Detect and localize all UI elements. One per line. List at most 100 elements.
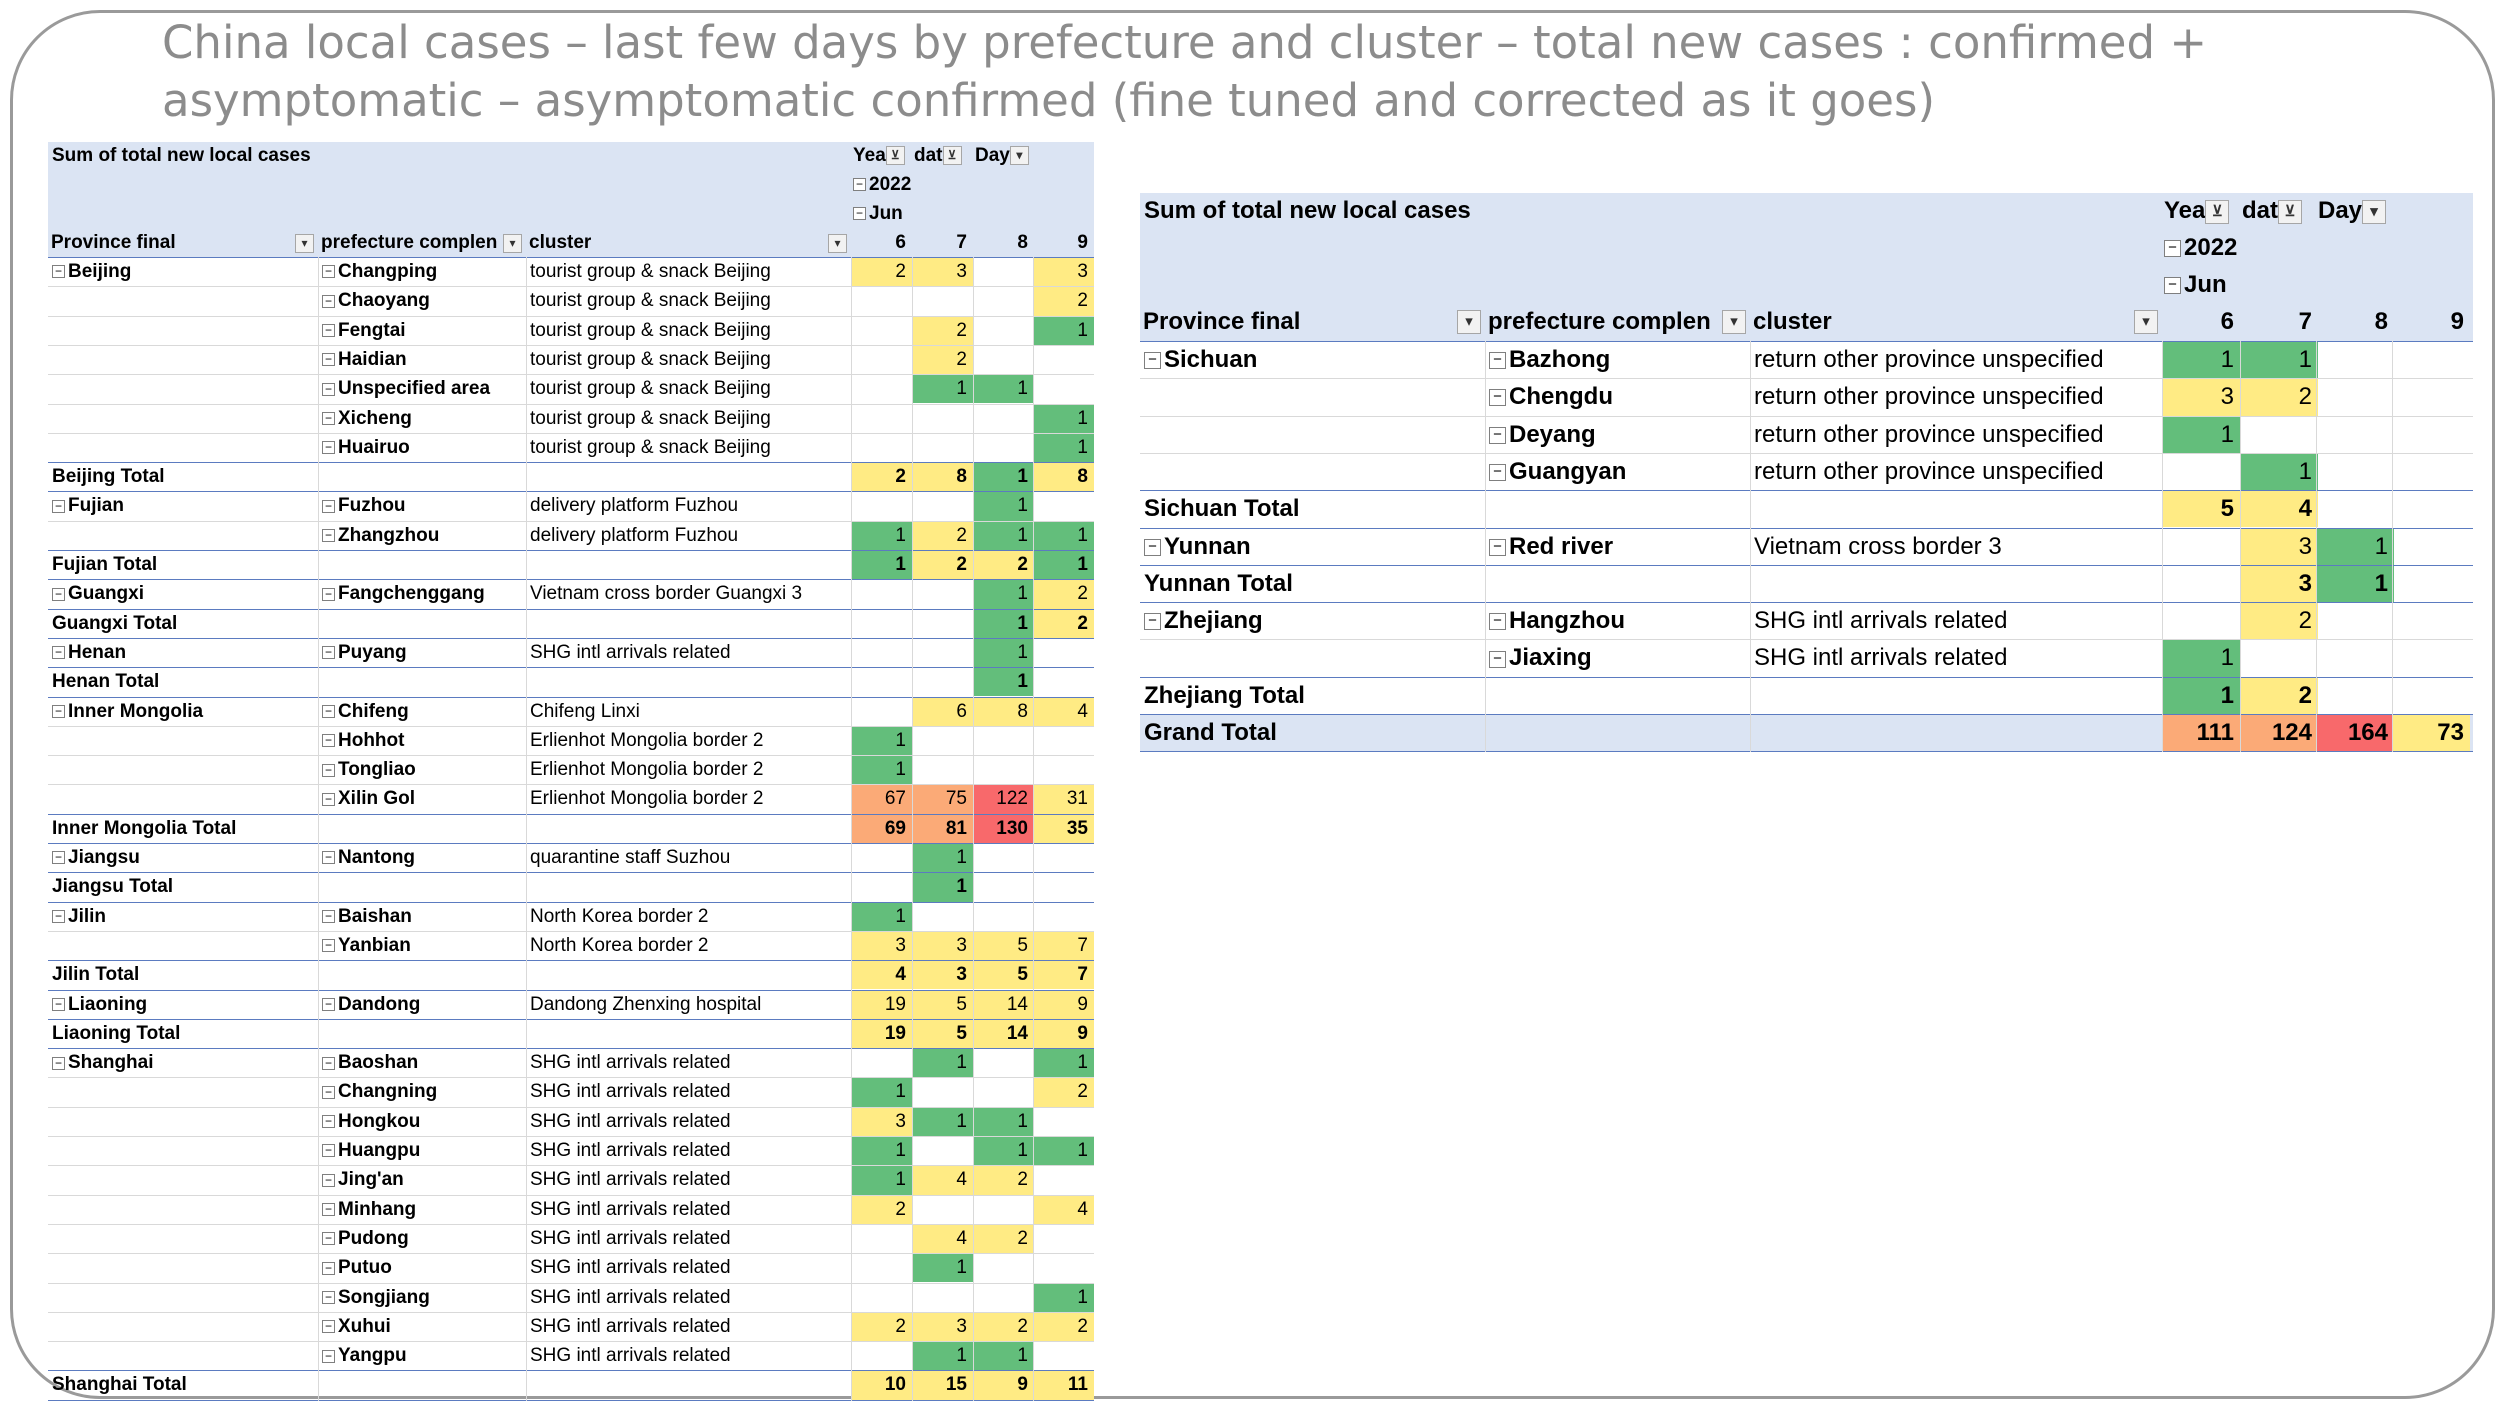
prefecture-cell[interactable]: − Baoshan [322, 1049, 524, 1077]
prefecture-cell[interactable]: − Guangyan [1489, 454, 1748, 490]
province-cell[interactable]: − Inner Mongolia [52, 698, 316, 726]
year-filter-field[interactable]: Yea ⊻ [853, 142, 914, 170]
prefecture-collapse-icon[interactable]: − [1489, 389, 1506, 407]
prefecture-cell[interactable]: − Huairuo [322, 434, 524, 462]
cluster-column-header[interactable]: cluster [529, 229, 848, 257]
cluster-column-header-filter-icon[interactable]: ▾ [828, 233, 847, 253]
prefecture-cell[interactable]: − Puyang [322, 639, 524, 667]
prefecture-cell[interactable]: − Chaoyang [322, 287, 524, 315]
province-column-header[interactable]: Province final [1143, 304, 1482, 340]
prefecture-cell[interactable]: − Hohhot [322, 727, 524, 755]
prefecture-cell[interactable]: − Jing'an [322, 1166, 524, 1194]
province-collapse-icon[interactable]: − [1144, 613, 1161, 631]
prefecture-collapse-icon[interactable]: − [322, 441, 335, 455]
prefecture-collapse-icon[interactable]: − [322, 734, 335, 748]
day-filter-dropdown-icon[interactable]: ▾ [2362, 199, 2387, 224]
prefecture-cell[interactable]: − Yangpu [322, 1342, 524, 1370]
date-filter-field[interactable]: dat ⊻ [914, 142, 975, 170]
prefecture-cell[interactable]: − Yanbian [322, 932, 524, 960]
prefecture-cell[interactable]: − Fengtai [322, 317, 524, 345]
prefecture-column-header-filter-icon[interactable]: ▾ [1722, 310, 1746, 335]
province-collapse-icon[interactable]: − [52, 499, 65, 513]
prefecture-cell[interactable]: − Red river [1489, 529, 1748, 565]
prefecture-collapse-icon[interactable]: − [1489, 426, 1506, 444]
year-filter-dropdown-icon[interactable]: ⊻ [2205, 199, 2230, 224]
prefecture-cell[interactable]: − Huangpu [322, 1137, 524, 1165]
day-filter-dropdown-icon[interactable]: ▾ [1009, 146, 1029, 166]
prefecture-cell[interactable]: − Unspecified area [322, 375, 524, 403]
prefecture-cell[interactable]: − Minhang [322, 1196, 524, 1224]
prefecture-collapse-icon[interactable]: − [322, 1261, 335, 1275]
prefecture-collapse-icon[interactable]: − [322, 1290, 335, 1304]
prefecture-collapse-icon[interactable]: − [322, 1144, 335, 1158]
prefecture-column-header-filter-icon[interactable]: ▾ [503, 233, 522, 253]
province-cell[interactable]: − Fujian [52, 492, 316, 520]
province-collapse-icon[interactable]: − [1144, 538, 1161, 556]
prefecture-cell[interactable]: − Changning [322, 1078, 524, 1106]
prefecture-collapse-icon[interactable]: − [322, 792, 335, 806]
prefecture-collapse-icon[interactable]: − [322, 1232, 335, 1246]
day-filter-field[interactable]: Day ▾ [2318, 193, 2396, 229]
province-collapse-icon[interactable]: − [52, 910, 65, 924]
prefecture-cell[interactable]: − Hangzhou [1489, 603, 1748, 639]
prefecture-column-header[interactable]: prefecture complen [1488, 304, 1747, 340]
province-column-header-filter-icon[interactable]: ▾ [1457, 310, 1481, 335]
prefecture-collapse-icon[interactable]: − [322, 1173, 335, 1187]
prefecture-cell[interactable]: − Dandong [322, 991, 524, 1019]
prefecture-collapse-icon[interactable]: − [322, 1056, 335, 1070]
prefecture-collapse-icon[interactable]: − [322, 529, 335, 543]
prefecture-cell[interactable]: − Fuzhou [322, 492, 524, 520]
province-collapse-icon[interactable]: − [52, 997, 65, 1011]
prefecture-cell[interactable]: − Chifeng [322, 698, 524, 726]
month-group-label-collapse-icon[interactable]: − [853, 207, 866, 221]
prefecture-collapse-icon[interactable]: − [322, 587, 335, 601]
prefecture-collapse-icon[interactable]: − [322, 910, 335, 924]
province-cell[interactable]: − Sichuan [1144, 342, 1483, 378]
province-cell[interactable]: − Guangxi [52, 580, 316, 608]
prefecture-cell[interactable]: − Xicheng [322, 405, 524, 433]
date-filter-dropdown-icon[interactable]: ⊻ [942, 146, 962, 166]
prefecture-collapse-icon[interactable]: − [1489, 538, 1506, 556]
province-column-header-filter-icon[interactable]: ▾ [295, 233, 314, 253]
province-cell[interactable]: − Yunnan [1144, 529, 1483, 565]
prefecture-collapse-icon[interactable]: − [322, 939, 335, 953]
prefecture-cell[interactable]: − Xilin Gol [322, 785, 524, 813]
year-group-label-collapse-icon[interactable]: − [2164, 240, 2181, 258]
province-cell[interactable]: − Liaoning [52, 991, 316, 1019]
province-cell[interactable]: − Beijing [52, 258, 316, 286]
prefecture-collapse-icon[interactable]: − [322, 382, 335, 396]
province-collapse-icon[interactable]: − [1144, 352, 1161, 370]
prefecture-collapse-icon[interactable]: − [322, 1115, 335, 1129]
prefecture-collapse-icon[interactable]: − [322, 763, 335, 777]
province-collapse-icon[interactable]: − [52, 851, 65, 865]
prefecture-collapse-icon[interactable]: − [1489, 352, 1506, 370]
prefecture-cell[interactable]: − Deyang [1489, 417, 1748, 453]
prefecture-collapse-icon[interactable]: − [322, 646, 335, 660]
province-collapse-icon[interactable]: − [52, 587, 65, 601]
prefecture-collapse-icon[interactable]: − [322, 411, 335, 425]
prefecture-collapse-icon[interactable]: − [322, 265, 335, 279]
prefecture-cell[interactable]: − Baishan [322, 903, 524, 931]
day-filter-field[interactable]: Day ▾ [975, 142, 1036, 170]
prefecture-cell[interactable]: − Pudong [322, 1225, 524, 1253]
province-cell[interactable]: − Jilin [52, 903, 316, 931]
prefecture-cell[interactable]: − Chengdu [1489, 379, 1748, 415]
year-group-label-collapse-icon[interactable]: − [853, 178, 866, 192]
cluster-column-header[interactable]: cluster [1753, 304, 2159, 340]
province-cell[interactable]: − Zhejiang [1144, 603, 1483, 639]
prefecture-cell[interactable]: − Xuhui [322, 1313, 524, 1341]
province-collapse-icon[interactable]: − [52, 1056, 65, 1070]
province-column-header[interactable]: Province final [51, 229, 315, 257]
date-filter-field[interactable]: dat ⊻ [2242, 193, 2320, 229]
prefecture-cell[interactable]: − Putuo [322, 1254, 524, 1282]
prefecture-cell[interactable]: − Hongkou [322, 1108, 524, 1136]
cluster-column-header-filter-icon[interactable]: ▾ [2134, 310, 2158, 335]
prefecture-collapse-icon[interactable]: − [1489, 613, 1506, 631]
prefecture-cell[interactable]: − Nantong [322, 844, 524, 872]
prefecture-cell[interactable]: − Songjiang [322, 1284, 524, 1312]
year-filter-field[interactable]: Yea ⊻ [2164, 193, 2242, 229]
month-group-label-collapse-icon[interactable]: − [2164, 277, 2181, 295]
prefecture-cell[interactable]: − Haidian [322, 346, 524, 374]
province-collapse-icon[interactable]: − [52, 265, 65, 279]
prefecture-column-header[interactable]: prefecture complen [321, 229, 523, 257]
